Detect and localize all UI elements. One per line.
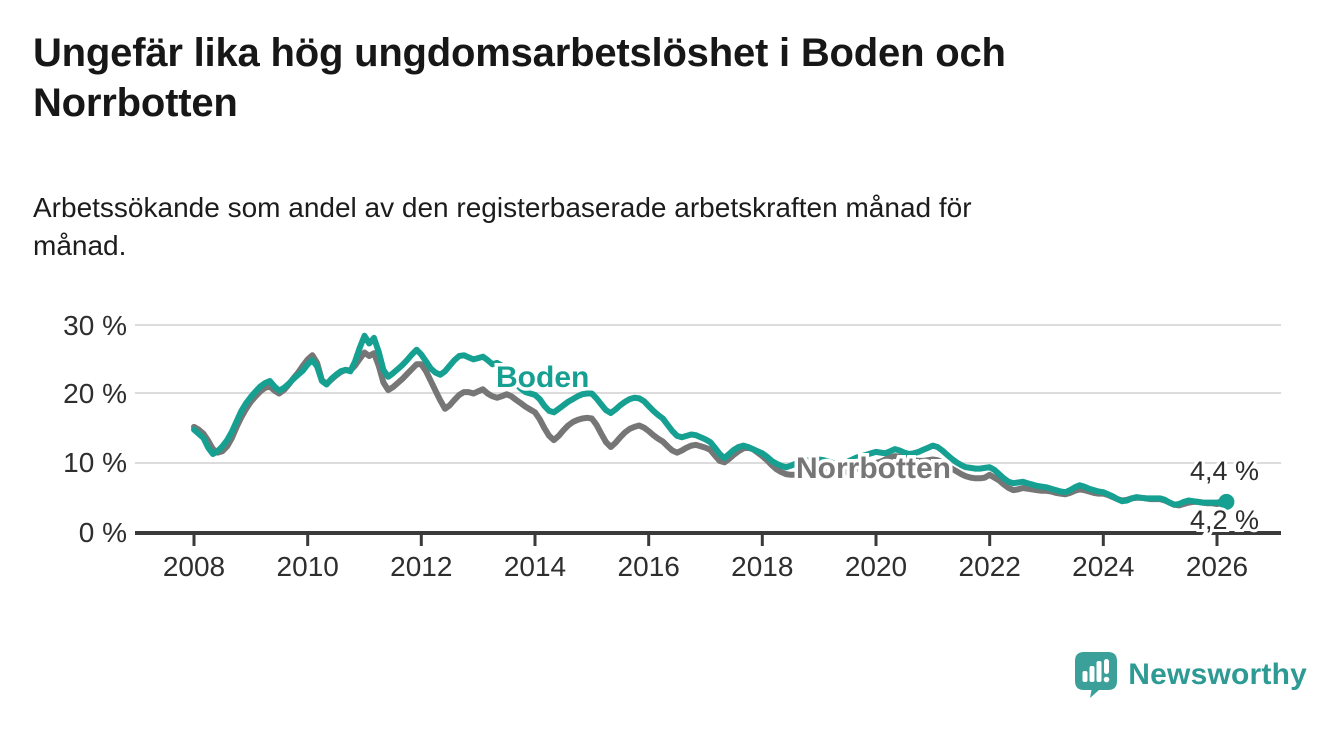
norrbotten-end-value-label: 4,2 %	[1190, 505, 1259, 535]
logo-exclamation-dot	[1103, 676, 1110, 683]
norrbotten-line	[191, 349, 1230, 509]
y-tick-10: 10 %	[63, 447, 127, 478]
y-tick-30: 30 %	[63, 310, 127, 341]
x-tick-2018: 2018	[731, 551, 793, 582]
x-tick-2016: 2016	[618, 551, 680, 582]
x-tick-2024: 2024	[1072, 551, 1134, 582]
page-title: Ungefär lika hög ungdomsarbetslöshet i B…	[33, 28, 1006, 128]
x-tick-2010: 2010	[277, 551, 339, 582]
y-tick-0: 0 %	[79, 517, 127, 548]
logo-bar-2	[1089, 666, 1095, 682]
x-tick-2014: 2014	[504, 551, 566, 582]
title-line-2: Norrbotten	[33, 81, 238, 125]
x-axis-labels: 2008 2010 2012 2014 2016 2018 2020 2022 …	[163, 551, 1248, 582]
logo-bar-3	[1096, 661, 1102, 682]
boden-series-label: Boden	[496, 361, 589, 394]
boden-end-value-label: 4,4 %	[1190, 456, 1259, 486]
newsworthy-chart-bubble-icon	[1075, 652, 1118, 698]
gridlines	[135, 324, 1281, 464]
boden-line	[191, 332, 1230, 508]
x-axis-ticks	[192, 535, 1219, 546]
x-tick-2020: 2020	[845, 551, 907, 582]
title-line-1: Ungefär lika hög ungdomsarbetslöshet i B…	[33, 31, 1006, 75]
norrbotten-series-label: Norrbotten	[796, 452, 951, 485]
newsworthy-logo: Newsworthy	[1075, 652, 1307, 698]
subtitle-line-2: månad.	[33, 230, 127, 261]
logo-exclamation-bar	[1104, 659, 1110, 674]
x-tick-2008: 2008	[163, 551, 225, 582]
x-tick-2012: 2012	[390, 551, 452, 582]
y-axis-labels: 0 % 10 % 20 % 30 %	[63, 310, 127, 548]
boden-endpoint-dot	[1218, 493, 1235, 510]
logo-bar-1	[1082, 671, 1088, 682]
chart-subtitle: Arbetssökande som andel av den registerb…	[33, 189, 972, 265]
x-tick-2022: 2022	[959, 551, 1021, 582]
subtitle-line-1: Arbetssökande som andel av den registerb…	[33, 192, 972, 223]
newsworthy-logo-text: Newsworthy	[1128, 658, 1307, 691]
x-tick-2026: 2026	[1186, 551, 1248, 582]
series-layer	[191, 332, 1235, 510]
y-tick-20: 20 %	[63, 378, 127, 409]
